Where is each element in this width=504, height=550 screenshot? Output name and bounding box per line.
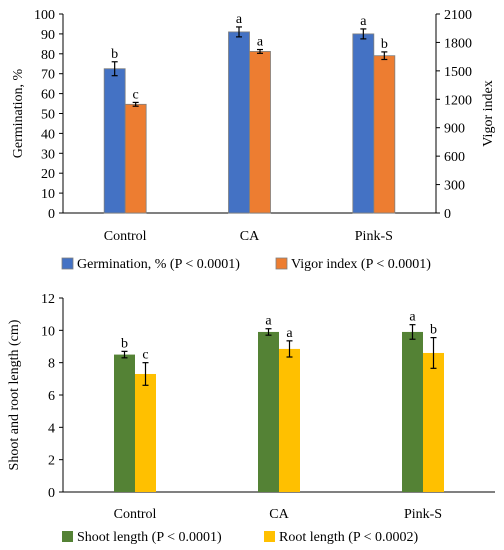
significance-letter: a: [265, 314, 272, 329]
legend-swatch: [61, 257, 74, 270]
significance-letter: b: [381, 37, 388, 52]
significance-letter: a: [286, 326, 293, 341]
y2-tick-label: 2100: [444, 8, 472, 23]
significance-letter: b: [430, 323, 437, 338]
bar: [352, 33, 375, 214]
legend-label: Root length (P < 0.0002): [279, 530, 419, 545]
y-axis-title: Shoot and root length (cm): [7, 319, 22, 470]
significance-letter: b: [111, 47, 118, 62]
significance-letter: b: [121, 336, 128, 351]
y2-tick-label: 1800: [444, 36, 472, 51]
legend-label: Germination, % (P < 0.0001): [77, 257, 240, 272]
y2-tick-label: 600: [444, 150, 465, 165]
y-tick-label: 10: [41, 324, 55, 339]
bar: [279, 348, 300, 492]
significance-letter: a: [409, 310, 416, 325]
y-tick-label: 20: [41, 167, 55, 182]
y-axis-title: Germination, %: [11, 68, 26, 158]
legend-label: Shoot length (P < 0.0001): [77, 530, 222, 545]
category-label: Pink-S: [404, 507, 442, 522]
y-tick-label: 50: [41, 108, 55, 123]
legend-label: Vigor index (P < 0.0001): [291, 257, 431, 272]
bar: [258, 331, 279, 492]
significance-letter: c: [142, 348, 148, 363]
y-tick-label: 90: [41, 28, 55, 43]
germination-vigor-chart: 0 10 20 30 40 50 60 70 80 90 100 0 300 600 900 1200 1500…: [11, 8, 496, 272]
significance-letter: a: [360, 14, 367, 29]
y-tick-label: 30: [41, 147, 55, 162]
y-tick-label: 4: [48, 421, 55, 436]
y-tick-label: 100: [34, 8, 55, 23]
category-label: Control: [114, 507, 157, 522]
bar: [114, 354, 135, 492]
y-tick-label: 6: [48, 389, 55, 404]
bar: [249, 51, 271, 214]
bar: [228, 31, 250, 214]
bar: [124, 103, 147, 214]
y-tick-label: 0: [48, 486, 55, 501]
legend-swatch: [62, 531, 73, 542]
legend-swatch: [264, 531, 275, 542]
y2-tick-label: 900: [444, 122, 465, 137]
bar: [402, 331, 423, 492]
y-tick-label: 60: [41, 88, 55, 103]
category-label: CA: [269, 507, 289, 522]
y-tick-label: 80: [41, 48, 55, 63]
significance-letter: a: [257, 35, 264, 50]
y-tick-label: 8: [48, 357, 55, 372]
significance-letter: c: [133, 87, 139, 102]
y-tick-label: 10: [41, 187, 55, 202]
bar: [423, 352, 444, 492]
y2-tick-label: 0: [444, 207, 451, 222]
category-label: CA: [240, 229, 260, 244]
shoot-root-length-chart: 0 2 4 6 8 10 12 Shoot and root length (cm) Contr…: [7, 292, 495, 545]
category-label: Control: [104, 229, 147, 244]
bar: [373, 55, 396, 214]
y2-tick-label: 300: [444, 179, 465, 194]
y2-tick-label: 1500: [444, 65, 472, 80]
y2-tick-label: 1200: [444, 93, 472, 108]
bar: [135, 373, 156, 492]
legend-swatch: [275, 257, 288, 270]
y-tick-label: 12: [41, 292, 55, 307]
y-tick-label: 0: [48, 207, 55, 222]
category-label: Pink-S: [355, 229, 393, 244]
bar: [103, 68, 126, 214]
y-tick-label: 70: [41, 68, 55, 83]
y-tick-label: 40: [41, 127, 55, 142]
significance-letter: a: [236, 12, 243, 27]
y2-axis-title: Vigor index: [481, 80, 496, 146]
y-tick-label: 2: [48, 454, 55, 469]
